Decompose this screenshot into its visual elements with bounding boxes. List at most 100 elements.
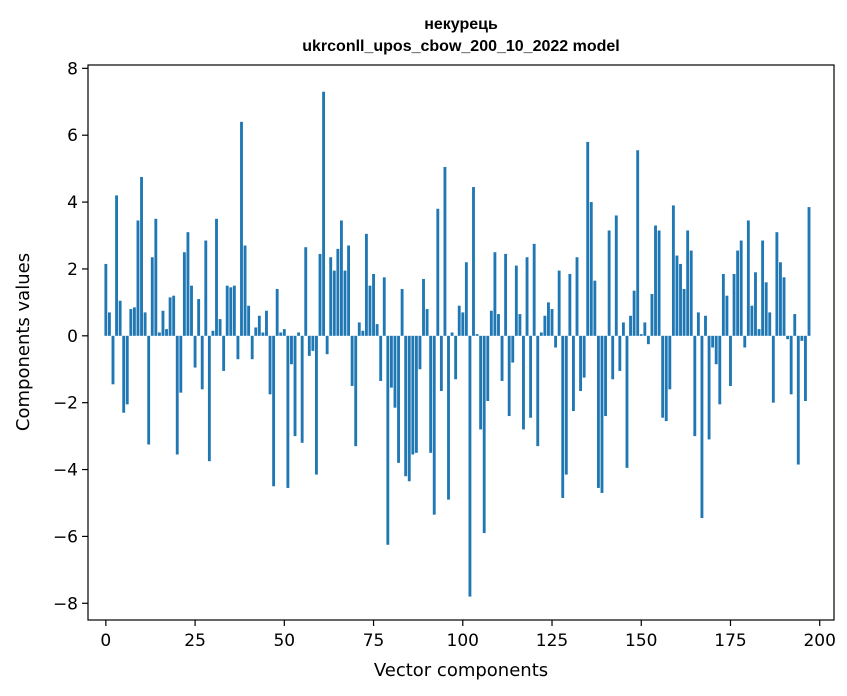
bar-63 — [329, 257, 333, 336]
bar-155 — [657, 230, 661, 336]
y-tick-label--4: −4 — [53, 461, 78, 481]
x-tick-label-25: 25 — [184, 631, 206, 651]
bar-151 — [643, 322, 647, 336]
y-tick-label-4: 4 — [67, 193, 78, 213]
bar-169 — [707, 335, 711, 440]
bar-164 — [689, 250, 693, 336]
bar-181 — [750, 305, 754, 336]
bar-195 — [800, 335, 804, 341]
bar-35 — [229, 287, 233, 336]
bar-22 — [182, 252, 186, 336]
bar-53 — [293, 335, 297, 437]
chart-title-line-2: ukrconll_upos_cbow_200_10_2022 model — [302, 38, 619, 55]
bar-117 — [522, 335, 525, 430]
bars-group — [104, 91, 811, 597]
bar-57 — [307, 335, 311, 356]
bar-160 — [675, 255, 679, 336]
bar-100 — [461, 312, 465, 336]
bar-167 — [700, 335, 704, 519]
bar-70 — [354, 335, 358, 447]
bar-93 — [436, 208, 440, 336]
bar-111 — [500, 335, 504, 381]
bar-153 — [650, 294, 654, 336]
bar-60 — [318, 253, 322, 336]
bar-28 — [204, 240, 208, 336]
bar-136 — [589, 202, 593, 336]
bar-96 — [447, 335, 450, 500]
bar-114 — [511, 335, 515, 363]
bar-98 — [454, 335, 458, 380]
x-tick-label-0: 0 — [100, 631, 111, 651]
bar-144 — [618, 335, 622, 371]
bar-72 — [361, 330, 365, 336]
bar-179 — [743, 335, 747, 348]
bar-163 — [686, 230, 690, 336]
y-axis-ticks: −8 −6 −4 −2 0 2 4 6 8 — [53, 59, 88, 614]
bar-119 — [529, 335, 533, 418]
bar-115 — [514, 265, 518, 336]
bar-178 — [739, 240, 743, 336]
bar-59 — [315, 335, 318, 475]
bar-54 — [297, 332, 301, 336]
bar-23 — [186, 232, 190, 336]
bar-29 — [207, 335, 211, 462]
bar-138 — [596, 335, 600, 488]
bar-8 — [132, 307, 136, 336]
bar-123 — [543, 315, 547, 336]
bar-34 — [225, 285, 229, 336]
bar-73 — [364, 233, 368, 336]
bar-19 — [172, 295, 176, 336]
bar-176 — [732, 273, 736, 336]
y-tick-label-2: 2 — [67, 260, 78, 280]
x-tick-label-150: 150 — [625, 631, 657, 651]
bar-154 — [654, 225, 657, 336]
bar-78 — [382, 277, 386, 336]
bar-121 — [536, 335, 540, 447]
bar-6 — [125, 335, 129, 405]
bar-126 — [554, 335, 558, 348]
plot-frame — [87, 64, 835, 621]
bar-175 — [729, 335, 732, 386]
bar-180 — [746, 220, 750, 336]
y-tick-label--2: −2 — [53, 394, 78, 414]
bar-102 — [468, 335, 472, 597]
bar-104 — [475, 334, 479, 336]
bar-10 — [140, 177, 143, 336]
bar-132 — [575, 257, 579, 336]
bar-148 — [632, 290, 636, 336]
x-tick-label-75: 75 — [363, 631, 385, 651]
bar-56 — [304, 247, 308, 336]
bar-20 — [175, 335, 179, 455]
bar-97 — [450, 332, 454, 336]
bar-1 — [107, 312, 111, 336]
bar-191 — [786, 335, 790, 340]
x-axis-label: Vector components — [374, 660, 548, 681]
bar-37 — [236, 335, 240, 360]
bar-101 — [464, 262, 468, 336]
bar-76 — [375, 324, 379, 336]
bar-134 — [582, 335, 586, 378]
bar-161 — [679, 263, 682, 336]
bar-89 — [422, 278, 425, 336]
bar-171 — [714, 335, 718, 365]
y-tick-label--6: −6 — [53, 527, 78, 547]
bar-188 — [775, 232, 779, 336]
bar-106 — [482, 335, 486, 534]
bar-39 — [243, 245, 247, 336]
bar-24 — [190, 285, 193, 336]
bar-158 — [668, 335, 672, 390]
bar-194 — [796, 335, 800, 465]
bar-13 — [150, 257, 154, 336]
bar-139 — [600, 335, 604, 493]
bar-159 — [671, 205, 675, 336]
bar-71 — [357, 322, 361, 336]
x-tick-label-175: 175 — [714, 631, 746, 651]
bar-18 — [168, 297, 172, 336]
bar-193 — [793, 314, 797, 336]
bar-40 — [247, 305, 251, 336]
bar-133 — [579, 335, 583, 391]
bar-14 — [154, 218, 158, 336]
bar-30 — [211, 330, 215, 336]
bar-156 — [661, 335, 665, 418]
